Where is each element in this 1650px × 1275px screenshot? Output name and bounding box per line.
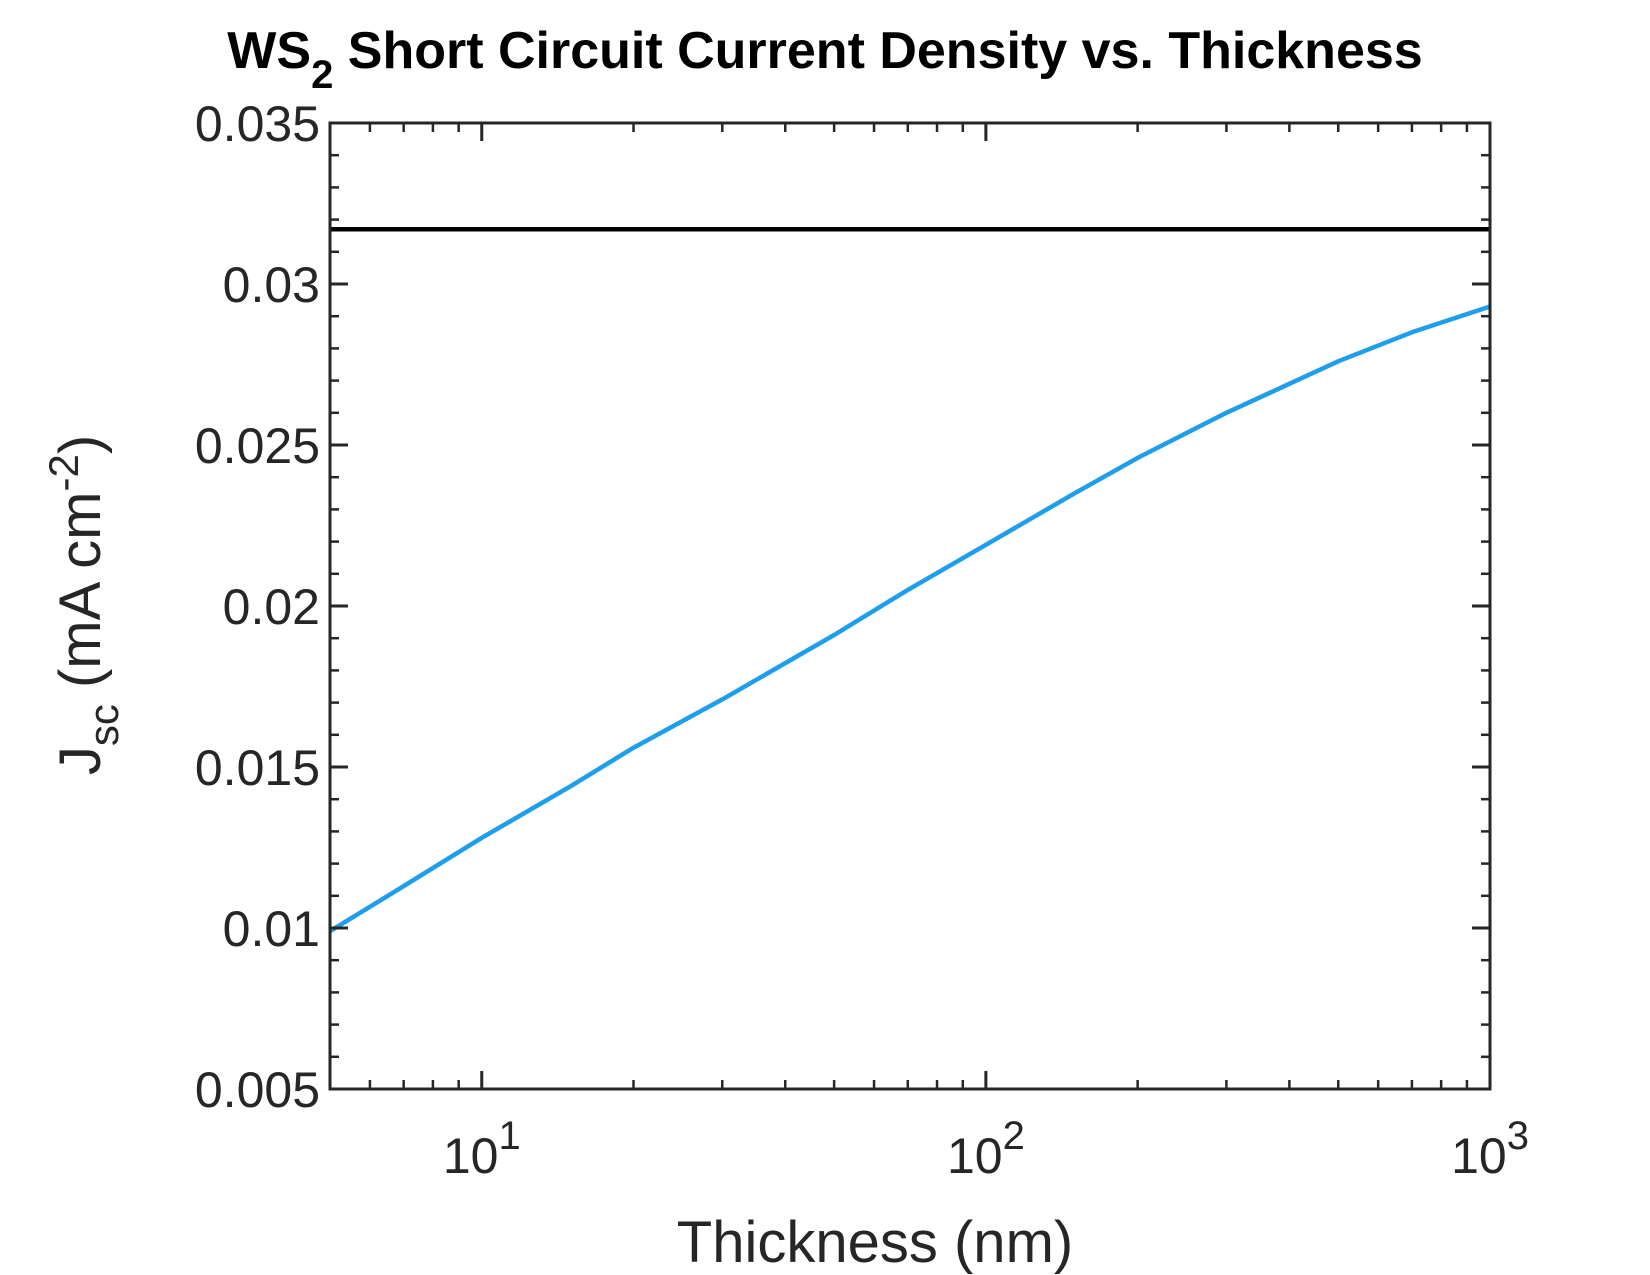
x-tick-exponent: 3 (1507, 1114, 1529, 1158)
series-layer (328, 227, 1491, 934)
y-tick-label: 0.02 (223, 579, 320, 635)
x-tick-exponent: 2 (1003, 1114, 1025, 1158)
y-tick-label: 0.035 (195, 96, 320, 152)
x-tick-base: 10 (443, 1128, 499, 1184)
y-tick-label: 0.025 (195, 418, 320, 474)
x-axis-title: Thickness (nm) (677, 1210, 1073, 1275)
x-tick-label: 102 (947, 1114, 1025, 1184)
chart-title: WS2 Short Circuit Current Density vs. Th… (227, 22, 1422, 97)
x-tick-label: 103 (1451, 1114, 1529, 1184)
y-tick-label: 0.015 (195, 740, 320, 796)
x-tick-base: 10 (947, 1128, 1003, 1184)
x-tick-base: 10 (1451, 1128, 1507, 1184)
y-tick-label: 0.01 (223, 901, 320, 957)
title-subscript: 2 (311, 53, 333, 97)
x-tick-exponent: 1 (498, 1114, 520, 1158)
plot-area (330, 123, 1490, 1089)
tick-layer (328, 121, 1492, 1091)
y-axis-title: Jsc (mA cm-2) (40, 435, 127, 775)
x-tick-label: 101 (443, 1114, 521, 1184)
title-main: WS (227, 22, 311, 80)
y-label-subscript: sc (80, 704, 127, 746)
y-label-unit-prefix: (mA cm (48, 492, 113, 705)
y-label-unit-suffix: ) (48, 435, 113, 454)
plot-background (330, 123, 1490, 1089)
axes-box (328, 121, 1492, 1091)
y-label-unit-superscript: -2 (40, 454, 87, 491)
y-tick-label: 0.03 (223, 257, 320, 313)
series-line-1 (328, 304, 1491, 934)
y-tick-label: 0.005 (195, 1062, 320, 1118)
y-label-main: J (48, 746, 113, 775)
title-rest: Short Circuit Current Density vs. Thickn… (333, 22, 1422, 80)
